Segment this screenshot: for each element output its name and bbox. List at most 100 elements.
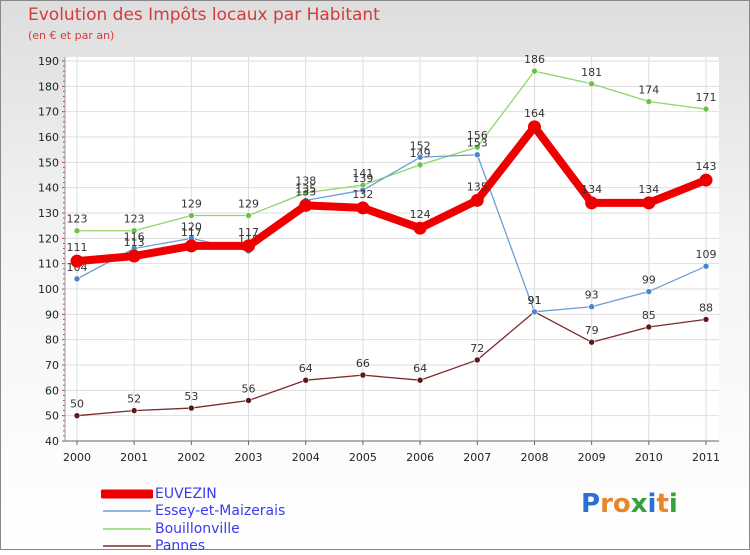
data-label-pannes: 72 (470, 342, 484, 355)
data-point-bouillonville (589, 81, 595, 87)
x-tick-label: 2008 (520, 451, 548, 464)
legend-label-pannes: Pannes (155, 538, 205, 554)
data-label-pannes: 53 (184, 390, 198, 403)
data-point-bouillonville (74, 228, 80, 234)
legend-swatch-euvezin (101, 487, 153, 501)
x-tick-label: 2001 (120, 451, 148, 464)
y-tick-label: 90 (45, 308, 59, 321)
data-label-essey-et-maizerais: 139 (352, 172, 373, 185)
data-label-bouillonville: 171 (696, 91, 717, 104)
data-point-essey-et-maizerais (589, 304, 595, 310)
legend-swatch-essey (101, 504, 153, 518)
data-point-euvezin (414, 222, 427, 235)
data-point-euvezin (242, 239, 255, 252)
data-label-bouillonville: 181 (581, 66, 602, 79)
data-point-euvezin (299, 199, 312, 212)
data-point-bouillonville (246, 213, 252, 219)
data-point-essey-et-maizerais (703, 263, 709, 269)
x-tick-label: 2004 (292, 451, 320, 464)
data-point-essey-et-maizerais (474, 152, 480, 158)
x-tick-label: 2006 (406, 451, 434, 464)
data-label-euvezin: 143 (696, 160, 717, 173)
data-label-euvezin: 117 (181, 226, 202, 239)
data-label-essey-et-maizerais: 91 (527, 294, 541, 307)
y-tick-label: 50 (45, 410, 59, 423)
x-tick-label: 2010 (635, 451, 663, 464)
data-label-bouillonville: 174 (638, 84, 659, 97)
data-label-pannes: 88 (699, 301, 713, 314)
data-point-euvezin (528, 120, 541, 133)
data-label-pannes: 64 (413, 362, 427, 375)
data-label-euvezin: 164 (524, 107, 545, 120)
y-tick-label: 140 (38, 182, 59, 195)
data-label-essey-et-maizerais: 153 (467, 137, 488, 150)
data-label-euvezin: 134 (638, 183, 659, 196)
y-tick-label: 180 (38, 80, 59, 93)
data-point-pannes (131, 408, 137, 414)
data-label-pannes: 79 (585, 324, 599, 337)
y-tick-label: 110 (38, 258, 59, 271)
data-point-essey-et-maizerais (74, 276, 80, 282)
data-label-pannes: 56 (242, 382, 256, 395)
data-point-euvezin (71, 255, 84, 268)
data-label-euvezin: 132 (352, 188, 373, 201)
data-label-euvezin: 133 (295, 185, 316, 198)
y-tick-label: 60 (45, 384, 59, 397)
y-tick-label: 120 (38, 232, 59, 245)
data-point-bouillonville (188, 213, 194, 219)
data-point-euvezin (642, 196, 655, 209)
data-point-bouillonville (417, 162, 423, 168)
data-point-pannes (589, 339, 595, 345)
logo-letter: o (613, 489, 631, 519)
data-label-bouillonville: 123 (124, 213, 145, 226)
data-label-bouillonville: 186 (524, 53, 545, 66)
data-label-pannes: 50 (70, 398, 84, 411)
logo-letter: P (581, 489, 600, 519)
data-point-bouillonville (531, 68, 537, 74)
legend-item-essey: Essey-et-Maizerais (101, 503, 285, 521)
x-tick-label: 2009 (578, 451, 606, 464)
data-point-euvezin (585, 196, 598, 209)
data-label-euvezin: 111 (67, 241, 88, 254)
data-point-pannes (646, 324, 652, 330)
data-point-pannes (303, 377, 309, 383)
logo-letter: r (600, 489, 613, 519)
data-label-euvezin: 134 (581, 183, 602, 196)
logo-letter: i (669, 489, 678, 519)
data-label-pannes: 64 (299, 362, 313, 375)
x-tick-label: 2000 (63, 451, 91, 464)
data-point-pannes (360, 372, 366, 378)
data-point-bouillonville (703, 106, 709, 112)
legend-item-pannes: Pannes (101, 538, 285, 555)
data-label-euvezin: 135 (467, 180, 488, 193)
legend-swatch-bouillonville (101, 522, 153, 536)
data-label-essey-et-maizerais: 93 (585, 289, 599, 302)
y-tick-label: 190 (38, 55, 59, 68)
data-point-euvezin (700, 174, 713, 187)
data-point-pannes (246, 397, 252, 403)
data-point-pannes (703, 316, 709, 322)
x-tick-label: 2011 (692, 451, 720, 464)
legend-swatch-pannes (101, 539, 153, 553)
data-label-essey-et-maizerais: 99 (642, 274, 656, 287)
data-label-pannes: 85 (642, 309, 656, 322)
y-tick-label: 40 (45, 435, 59, 448)
data-label-bouillonville: 123 (67, 213, 88, 226)
legend-label-essey: Essey-et-Maizerais (155, 503, 285, 519)
data-point-pannes (474, 357, 480, 363)
y-tick-label: 130 (38, 207, 59, 220)
data-label-pannes: 66 (356, 357, 370, 370)
x-tick-label: 2007 (463, 451, 491, 464)
data-label-euvezin: 124 (410, 208, 431, 221)
data-label-bouillonville: 129 (238, 198, 259, 211)
y-tick-label: 80 (45, 334, 59, 347)
logo-letter: x (631, 489, 648, 519)
data-label-euvezin: 117 (238, 226, 259, 239)
y-tick-label: 170 (38, 106, 59, 119)
data-label-pannes: 52 (127, 393, 141, 406)
data-point-essey-et-maizerais (531, 309, 537, 315)
legend-item-euvezin: EUVEZIN (101, 485, 285, 503)
chart-legend: EUVEZIN Essey-et-Maizerais Bouillonville… (101, 485, 285, 555)
